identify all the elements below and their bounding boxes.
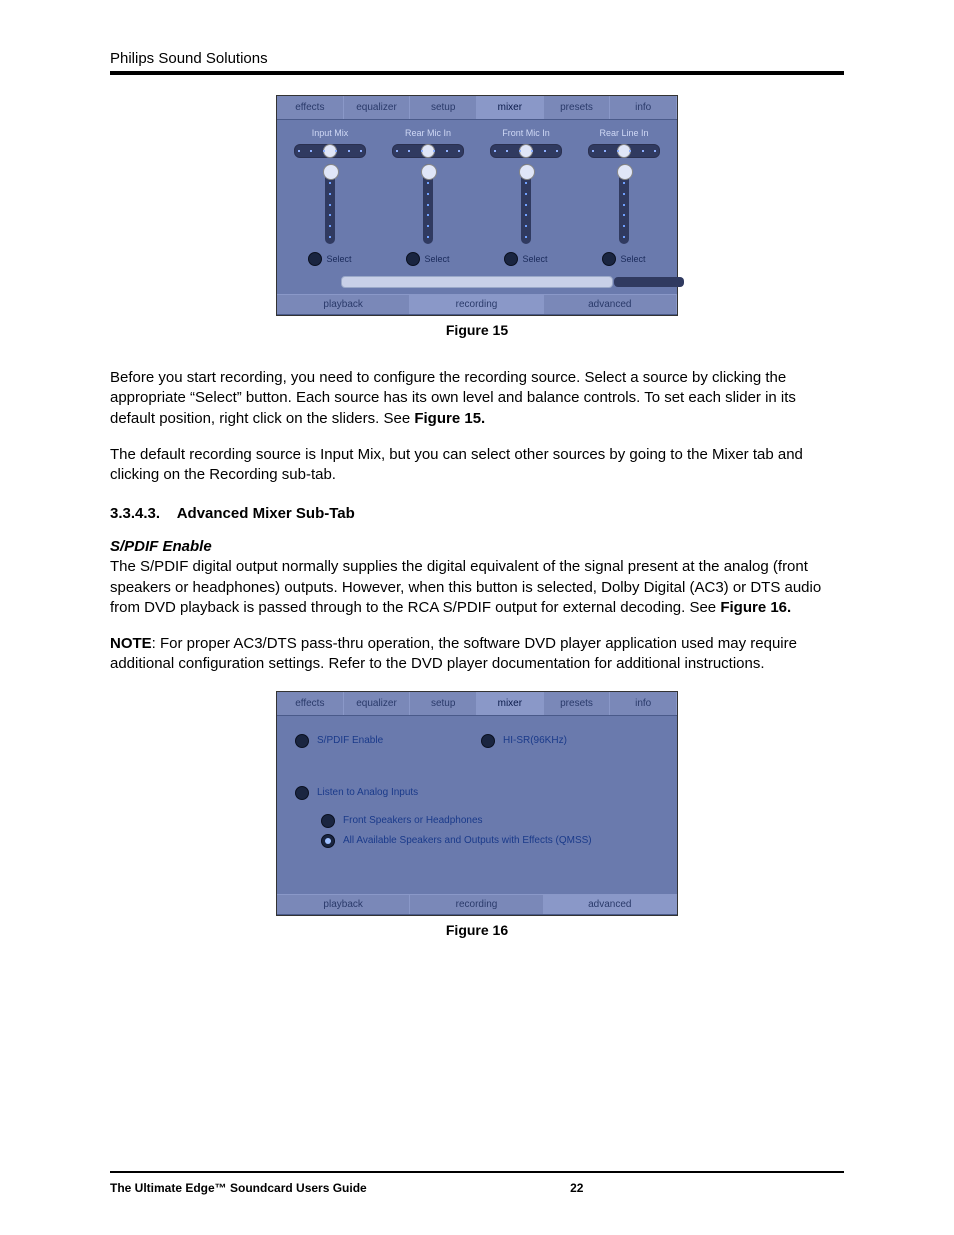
balance-slider[interactable] — [588, 144, 660, 158]
select-label: Select — [326, 254, 351, 264]
hisr-label: HI-SR(96KHz) — [503, 735, 567, 746]
volume-slider[interactable] — [619, 164, 629, 244]
note-label: NOTE — [110, 635, 152, 652]
balance-slider[interactable] — [392, 144, 464, 158]
row-spdif-hisr: S/PDIF Enable HI-SR(96KHz) — [295, 734, 659, 748]
channel-rear-mic: Rear Mic In Select — [379, 128, 477, 266]
channel-front-mic: Front Mic In Select — [477, 128, 575, 266]
panel2-body: S/PDIF Enable HI-SR(96KHz) Listen to Ana… — [277, 716, 677, 894]
tab-equalizer-16[interactable]: equalizer — [344, 692, 411, 715]
subtab-advanced[interactable]: advanced — [544, 294, 677, 314]
subtab-playback-16[interactable]: playback — [277, 894, 410, 914]
subheading-spdif: S/PDIF Enable — [110, 538, 844, 555]
figure16-wrapper: effects equalizer setup mixer presets in… — [110, 691, 844, 916]
footer-text: The Ultimate Edge™ Soundcard Users Guide… — [110, 1181, 844, 1195]
balance-slider[interactable] — [294, 144, 366, 158]
subtab-recording[interactable]: recording — [410, 294, 543, 314]
sub2-label: All Available Speakers and Outputs with … — [343, 835, 592, 846]
section-title: Advanced Mixer Sub-Tab — [177, 505, 355, 522]
page-footer: The Ultimate Edge™ Soundcard Users Guide… — [110, 1163, 844, 1195]
radio-icon[interactable] — [406, 252, 420, 266]
listen-label: Listen to Analog Inputs — [317, 787, 418, 798]
radio-icon[interactable] — [295, 734, 309, 748]
paragraph-3: The S/PDIF digital output normally suppl… — [110, 557, 844, 618]
para4-text: : For proper AC3/DTS pass-thru operation… — [110, 635, 797, 672]
spdif-enable-option[interactable]: S/PDIF Enable — [295, 734, 473, 748]
select-label: Select — [620, 254, 645, 264]
para3-figref: Figure 16. — [720, 599, 791, 616]
tab-presets-16[interactable]: presets — [544, 692, 611, 715]
volume-slider[interactable] — [325, 164, 335, 244]
channel-label: Front Mic In — [479, 128, 573, 138]
radio-icon[interactable] — [321, 834, 335, 848]
footer-page-number: 22 — [570, 1181, 583, 1195]
sub-option-front-speakers[interactable]: Front Speakers or Headphones — [321, 814, 659, 828]
bottom-tab-row-16: playback recording advanced — [277, 894, 677, 915]
tab-presets[interactable]: presets — [544, 96, 611, 119]
figure15-caption: Figure 15 — [110, 322, 844, 338]
mixer-panel-fig16: effects equalizer setup mixer presets in… — [276, 691, 678, 916]
volume-slider[interactable] — [423, 164, 433, 244]
paragraph-2: The default recording source is Input Mi… — [110, 445, 844, 486]
tab-effects-16[interactable]: effects — [277, 692, 344, 715]
figure15-wrapper: effects equalizer setup mixer presets in… — [110, 95, 844, 316]
listen-analog-option[interactable]: Listen to Analog Inputs — [295, 786, 659, 800]
select-row[interactable]: Select — [577, 252, 671, 266]
footer-rule — [110, 1171, 844, 1173]
select-row[interactable]: Select — [381, 252, 475, 266]
tab-info-16[interactable]: info — [610, 692, 677, 715]
header-rule — [110, 71, 844, 75]
tab-mixer[interactable]: mixer — [477, 96, 544, 119]
select-row[interactable]: Select — [283, 252, 377, 266]
subtab-recording-16[interactable]: recording — [410, 894, 543, 914]
radio-icon[interactable] — [481, 734, 495, 748]
mixer-panel-fig15: effects equalizer setup mixer presets in… — [276, 95, 678, 316]
sub1-label: Front Speakers or Headphones — [343, 815, 483, 826]
channel-row: Input Mix Select Rear Mic In Select Fron… — [281, 128, 673, 266]
select-label: Select — [522, 254, 547, 264]
channel-label: Rear Mic In — [381, 128, 475, 138]
select-row[interactable]: Select — [479, 252, 573, 266]
volume-slider[interactable] — [521, 164, 531, 244]
paragraph-4: NOTE: For proper AC3/DTS pass-thru opera… — [110, 634, 844, 675]
tab-equalizer[interactable]: equalizer — [344, 96, 411, 119]
bottom-tab-row: playback recording advanced — [277, 294, 677, 315]
radio-icon[interactable] — [295, 786, 309, 800]
footer-title: The Ultimate Edge™ Soundcard Users Guide — [110, 1181, 367, 1195]
radio-icon[interactable] — [321, 814, 335, 828]
channel-label: Input Mix — [283, 128, 377, 138]
page: Philips Sound Solutions effects equalize… — [0, 0, 954, 1235]
section-heading: 3.3.4.3. Advanced Mixer Sub-Tab — [110, 505, 844, 522]
subtab-advanced-16[interactable]: advanced — [544, 894, 677, 914]
subtab-playback[interactable]: playback — [277, 294, 410, 314]
para3-text: The S/PDIF digital output normally suppl… — [110, 558, 821, 616]
select-label: Select — [424, 254, 449, 264]
figure16-caption: Figure 16 — [110, 922, 844, 938]
tab-setup[interactable]: setup — [410, 96, 477, 119]
channel-rear-line: Rear Line In Select — [575, 128, 673, 266]
channel-label: Rear Line In — [577, 128, 671, 138]
paragraph-1: Before you start recording, you need to … — [110, 368, 844, 429]
tab-mixer-16[interactable]: mixer — [477, 692, 544, 715]
balance-slider[interactable] — [490, 144, 562, 158]
horizontal-scrollbar[interactable] — [341, 276, 613, 288]
top-tab-row: effects equalizer setup mixer presets in… — [277, 96, 677, 120]
section-number: 3.3.4.3. — [110, 505, 160, 522]
channel-input-mix: Input Mix Select — [281, 128, 379, 266]
mixer-body: Input Mix Select Rear Mic In Select Fron… — [277, 120, 677, 294]
tab-setup-16[interactable]: setup — [410, 692, 477, 715]
radio-icon[interactable] — [308, 252, 322, 266]
spdif-label: S/PDIF Enable — [317, 735, 383, 746]
para1-figref: Figure 15. — [414, 410, 485, 427]
top-tab-row-16: effects equalizer setup mixer presets in… — [277, 692, 677, 716]
sub-option-all-speakers[interactable]: All Available Speakers and Outputs with … — [321, 834, 659, 848]
tab-info[interactable]: info — [610, 96, 677, 119]
hisr-option[interactable]: HI-SR(96KHz) — [481, 734, 659, 748]
page-header: Philips Sound Solutions — [110, 50, 844, 67]
radio-icon[interactable] — [504, 252, 518, 266]
tab-effects[interactable]: effects — [277, 96, 344, 119]
radio-icon[interactable] — [602, 252, 616, 266]
